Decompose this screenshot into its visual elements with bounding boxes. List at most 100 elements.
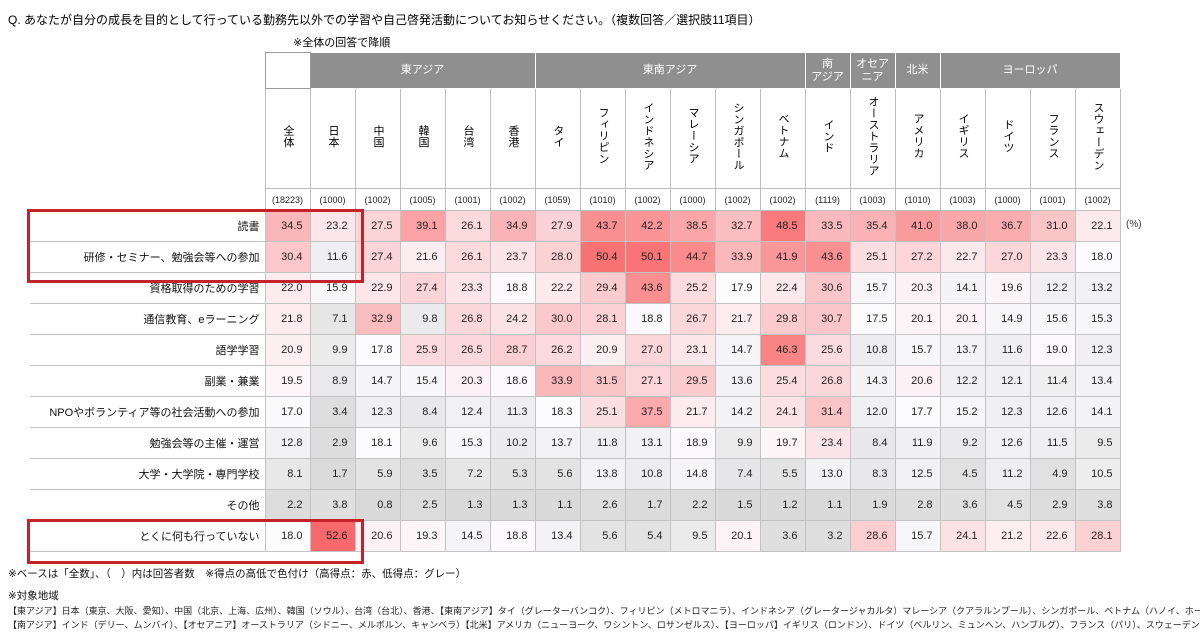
table-row: NPOやボランティア等の社会活動への参加 17.0 3.4 12.3 8.4 12.4 11… <box>30 396 1121 428</box>
value-cell: 13.2 <box>1074 272 1121 304</box>
column-header-label: シンガポール <box>732 101 744 171</box>
value-cell: 34.9 <box>489 210 536 242</box>
value-cell: 46.3 <box>759 334 806 366</box>
value-cell: 38.5 <box>669 210 716 242</box>
row-label: 大学・大学院・専門学校 <box>30 458 266 490</box>
table-body: 読書 34.5 23.2 27.5 39.1 26.1 34.9 27.9 43.7 42.2 38… <box>30 210 1121 552</box>
heatmap-table: 東アジア 東南アジア南 アジア オセア ニア 北米 ヨーロッパ 全体 日本 中国 韓国 台湾 香港 タ… <box>30 52 1121 552</box>
value-cell: 23.3 <box>1029 241 1076 273</box>
value-cell: 14.2 <box>714 396 761 428</box>
value-cell: 8.4 <box>399 396 446 428</box>
value-cell: 2.2 <box>669 489 716 521</box>
value-cell: 23.4 <box>804 427 851 459</box>
value-cell: 26.7 <box>669 303 716 335</box>
value-cell: 7.1 <box>309 303 356 335</box>
column-header-label: 日本 <box>327 124 339 148</box>
column-header: 香港 <box>489 88 536 189</box>
value-cell: 31.4 <box>804 396 851 428</box>
value-cell: 26.2 <box>534 334 581 366</box>
value-cell: 7.4 <box>714 458 761 490</box>
column-header-label: インドネシア <box>642 101 654 171</box>
value-cell: 8.3 <box>849 458 896 490</box>
value-cell: 12.6 <box>1029 396 1076 428</box>
value-cell: 5.4 <box>624 520 671 552</box>
target-regions-line1: 【東アジア】日本（東京、大阪、愛知）、中国（北京、上海、広州）、韓国（ソウル）、… <box>8 606 1200 616</box>
value-cell: 50.1 <box>624 241 671 273</box>
value-cell: 9.5 <box>1074 427 1121 459</box>
value-cell: 24.2 <box>489 303 536 335</box>
value-cell: 14.1 <box>1074 396 1121 428</box>
column-header: 中国 <box>354 88 401 189</box>
value-cell: 27.5 <box>354 210 401 242</box>
value-cell: 33.5 <box>804 210 851 242</box>
column-header: フランス <box>1029 88 1076 189</box>
sample-size-cell: (1000) <box>309 188 356 211</box>
column-header: 全体 <box>264 88 311 189</box>
value-cell: 18.0 <box>264 520 311 552</box>
sample-size-cell: (1002) <box>489 188 536 211</box>
table-corner-cell <box>30 52 265 211</box>
value-cell: 4.9 <box>1029 458 1076 490</box>
value-cell: 41.9 <box>759 241 806 273</box>
value-cell: 20.1 <box>939 303 986 335</box>
value-cell: 5.6 <box>579 520 626 552</box>
row-label: その他 <box>30 489 266 521</box>
value-cell: 15.4 <box>399 365 446 397</box>
column-header-label: 香港 <box>507 124 519 148</box>
table-row: 通信教育、eラーニング 21.8 7.1 32.9 9.8 26.8 24.2 30.0 28.… <box>30 303 1121 335</box>
sample-size-cell: (1059) <box>534 188 581 211</box>
value-cell: 28.7 <box>489 334 536 366</box>
value-cell: 22.7 <box>939 241 986 273</box>
value-cell: 1.5 <box>714 489 761 521</box>
value-cell: 9.9 <box>714 427 761 459</box>
value-cell: 35.4 <box>849 210 896 242</box>
column-header-label: スウェーデン <box>1092 101 1104 171</box>
value-cell: 3.8 <box>1074 489 1121 521</box>
sample-size-cell: (1001) <box>1029 188 1076 211</box>
value-cell: 1.7 <box>624 489 671 521</box>
column-header-label: マレーシア <box>687 107 699 165</box>
region-header: 東アジア <box>309 52 536 89</box>
value-cell: 25.1 <box>849 241 896 273</box>
value-cell: 2.9 <box>309 427 356 459</box>
value-cell: 41.0 <box>894 210 941 242</box>
column-header: アメリカ <box>894 88 941 189</box>
value-cell: 3.5 <box>399 458 446 490</box>
value-cell: 21.7 <box>714 303 761 335</box>
value-cell: 27.1 <box>624 365 671 397</box>
value-cell: 22.6 <box>1029 520 1076 552</box>
sample-size-cell: (1002) <box>624 188 671 211</box>
value-cell: 17.8 <box>354 334 401 366</box>
value-cell: 10.8 <box>849 334 896 366</box>
table-row: 研修・セミナー、勉強会等への参加 30.4 11.6 27.4 21.6 26.1 23.7… <box>30 241 1121 273</box>
value-cell: 28.0 <box>534 241 581 273</box>
value-cell: 8.9 <box>309 365 356 397</box>
column-header-label: ドイツ <box>1002 118 1014 154</box>
value-cell: 20.9 <box>264 334 311 366</box>
value-cell: 2.5 <box>399 489 446 521</box>
value-cell: 28.1 <box>579 303 626 335</box>
value-cell: 12.5 <box>894 458 941 490</box>
value-cell: 24.1 <box>759 396 806 428</box>
base-footnote: ※ベースは「全数」、（ ）内は回答者数 ※得点の高低で色付け（高得点：赤、低得点… <box>8 568 467 580</box>
value-cell: 50.4 <box>579 241 626 273</box>
value-cell: 33.9 <box>714 241 761 273</box>
region-header: ヨーロッパ <box>939 52 1121 89</box>
region-header: 北米 <box>894 52 941 89</box>
sample-size-cell: (18223) <box>264 188 311 211</box>
value-cell: 12.2 <box>1029 272 1076 304</box>
value-cell: 22.1 <box>1074 210 1121 242</box>
row-label: 副業・兼業 <box>30 365 266 397</box>
value-cell: 19.6 <box>984 272 1031 304</box>
target-regions-line2: 【南アジア】インド（デリー、ムンバイ）、【オセアニア】オーストラリア（シドニー、… <box>8 620 1200 630</box>
value-cell: 22.9 <box>354 272 401 304</box>
value-cell: 2.9 <box>1029 489 1076 521</box>
value-cell: 42.2 <box>624 210 671 242</box>
value-cell: 15.9 <box>309 272 356 304</box>
value-cell: 17.5 <box>849 303 896 335</box>
row-label: 資格取得のための学習 <box>30 272 266 304</box>
value-cell: 10.8 <box>624 458 671 490</box>
region-header: 南 アジア <box>804 52 851 89</box>
value-cell: 18.6 <box>489 365 536 397</box>
value-cell: 12.0 <box>849 396 896 428</box>
